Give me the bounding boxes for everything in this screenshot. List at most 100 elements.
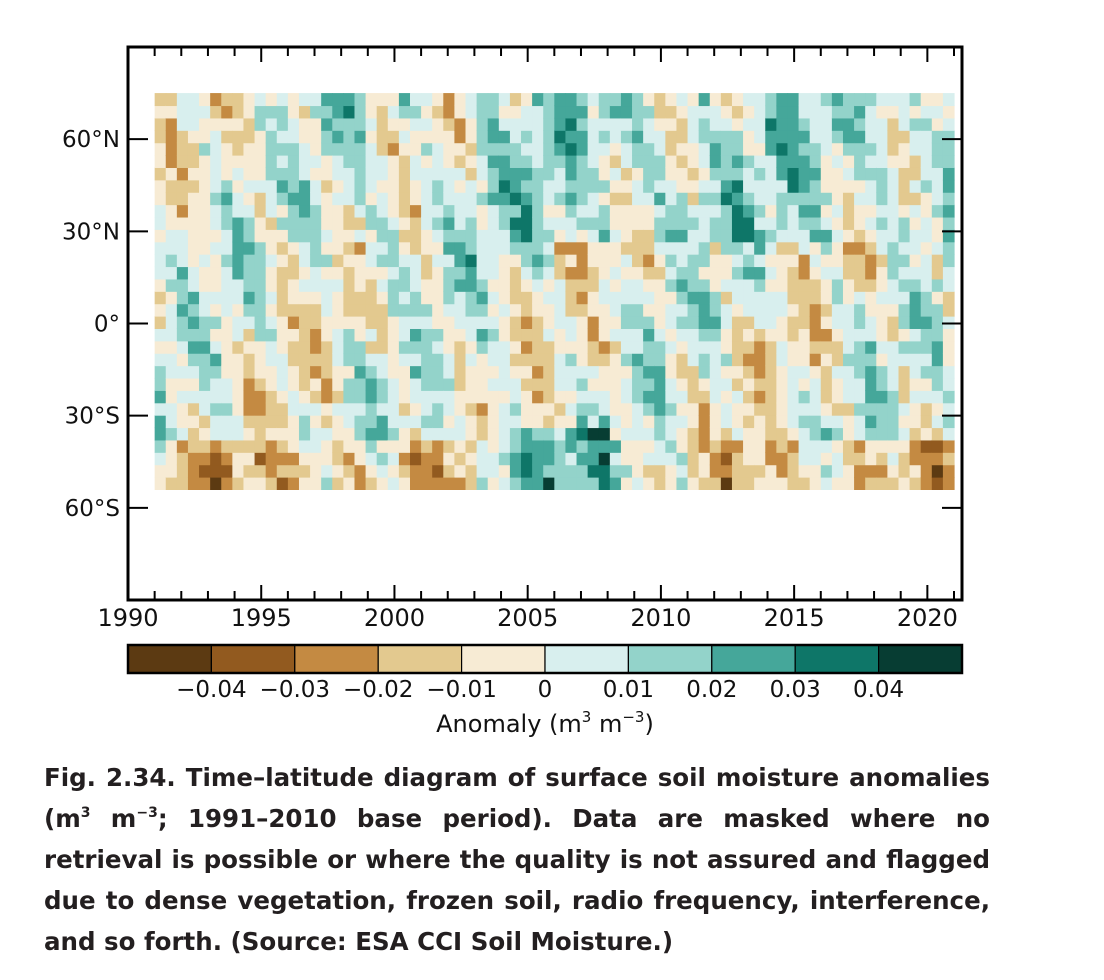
heatmap-cell — [554, 142, 567, 156]
heatmap-cell — [232, 254, 245, 268]
heatmap-cell — [287, 303, 300, 317]
colorbar-swatch — [461, 644, 546, 674]
heatmap-cell — [565, 415, 578, 429]
heatmap-cell — [609, 266, 622, 280]
heatmap-cell — [931, 241, 944, 255]
heatmap-cell — [443, 229, 455, 243]
heatmap-cell — [454, 278, 467, 292]
heatmap-cell — [787, 365, 800, 379]
heatmap-cell — [898, 390, 911, 404]
heatmap-cell — [165, 105, 178, 119]
heatmap-cell — [332, 117, 344, 131]
heatmap-cell — [443, 192, 455, 206]
heatmap-cell — [865, 117, 877, 131]
heatmap-cell — [865, 427, 877, 441]
heatmap-cell — [354, 353, 367, 367]
heatmap-cell — [165, 130, 178, 144]
heatmap-cell — [587, 93, 600, 107]
heatmap-cell — [310, 390, 322, 404]
heatmap-cell — [454, 204, 467, 218]
heatmap-cell — [665, 427, 678, 441]
heatmap-cell — [665, 316, 678, 329]
heatmap-cell — [743, 229, 755, 243]
heatmap-cell — [787, 402, 800, 416]
heatmap-cell — [809, 427, 822, 441]
heatmap-cell — [898, 266, 911, 280]
heatmap-cell — [565, 278, 578, 292]
heatmap-cell — [909, 464, 922, 478]
heatmap-cell — [731, 204, 744, 218]
heatmap-cell — [865, 464, 877, 478]
heatmap-cell — [620, 155, 633, 168]
heatmap-cell — [265, 167, 278, 181]
heatmap-cell — [743, 241, 755, 255]
heatmap-cell — [876, 377, 888, 391]
heatmap-cell — [698, 353, 711, 367]
heatmap-cell — [887, 340, 900, 354]
heatmap-cell — [576, 192, 589, 206]
heatmap-cell — [654, 291, 666, 305]
heatmap-cell — [332, 216, 344, 230]
heatmap-cell — [643, 439, 655, 453]
heatmap-cell — [354, 316, 367, 329]
heatmap-cell — [720, 155, 733, 168]
heatmap-cell — [787, 303, 800, 317]
heatmap-cell — [398, 427, 411, 441]
heatmap-cell — [609, 377, 622, 391]
heatmap-cell — [554, 278, 567, 292]
heatmap-cell — [343, 130, 356, 144]
heatmap-cell — [765, 439, 777, 453]
heatmap-cell — [898, 328, 911, 342]
heatmap-cell — [432, 179, 444, 193]
heatmap-cell — [365, 452, 378, 466]
heatmap-cell — [421, 477, 433, 490]
heatmap-cell — [854, 105, 866, 119]
heatmap-cell — [942, 216, 955, 230]
heatmap-cell — [154, 241, 167, 255]
heatmap-cell — [521, 415, 533, 429]
heatmap-cell — [731, 291, 744, 305]
heatmap-cell — [487, 415, 500, 429]
heatmap-cell — [920, 216, 933, 230]
heatmap-cell — [343, 229, 356, 243]
heatmap-cell — [576, 105, 589, 119]
heatmap-cell — [432, 266, 444, 280]
heatmap-cell — [532, 365, 544, 379]
heatmap-cell — [765, 464, 777, 478]
heatmap-cell — [421, 390, 433, 404]
heatmap-cell — [565, 340, 578, 354]
heatmap-cell — [865, 278, 877, 292]
heatmap-cell — [731, 316, 744, 329]
heatmap-cell — [165, 167, 178, 181]
heatmap-cell — [476, 452, 489, 466]
heatmap-cell — [676, 229, 689, 243]
heatmap-cell — [165, 142, 178, 156]
heatmap-cell — [365, 204, 378, 218]
heatmap-cell — [798, 216, 811, 230]
heatmap-cell — [187, 390, 200, 404]
heatmap-cell — [321, 155, 333, 168]
heatmap-cell — [521, 278, 533, 292]
heatmap-cell — [809, 340, 822, 354]
heatmap-cell — [410, 316, 422, 329]
heatmap-cell — [154, 266, 167, 280]
heatmap-cell — [876, 402, 888, 416]
heatmap-cell — [765, 204, 777, 218]
heatmap-cell — [265, 390, 278, 404]
heatmap-cell — [654, 452, 666, 466]
heatmap-cell — [354, 340, 367, 354]
heatmap-cell — [842, 204, 855, 218]
heatmap-cell — [398, 130, 411, 144]
heatmap-cell — [865, 229, 877, 243]
heatmap-cell — [387, 452, 400, 466]
heatmap-cell — [232, 316, 245, 329]
heatmap-cell — [820, 377, 833, 391]
heatmap-cell — [554, 266, 567, 280]
heatmap-cell — [865, 266, 877, 280]
heatmap-cell — [876, 192, 888, 206]
heatmap-cell — [765, 328, 777, 342]
heatmap-cell — [598, 291, 611, 305]
heatmap-cell — [287, 167, 300, 181]
heatmap-cell — [376, 229, 389, 243]
heatmap-cell — [842, 179, 855, 193]
